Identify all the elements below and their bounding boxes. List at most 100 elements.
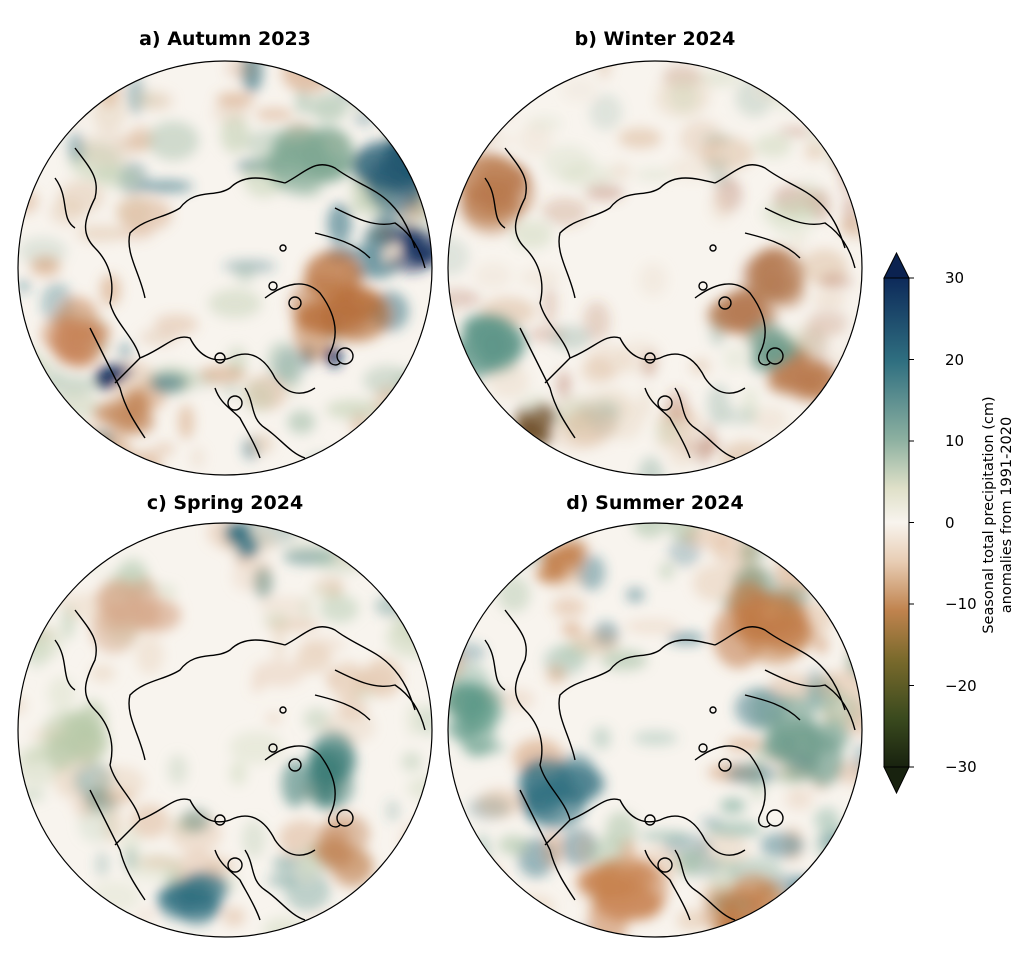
anomaly-patch [448, 118, 479, 152]
coastline [114, 357, 141, 384]
anomaly-patch [709, 168, 729, 185]
anomaly-patch [241, 819, 266, 859]
anomaly-patch [324, 672, 339, 684]
anomaly-patch [479, 107, 512, 120]
anomaly-patch [619, 861, 668, 920]
anomaly-patch [632, 523, 667, 538]
anomaly-patch [94, 370, 111, 385]
coastline [519, 789, 576, 901]
anomaly-patch [634, 168, 674, 181]
anomaly-patch [30, 61, 53, 80]
anomaly-patch [300, 636, 346, 654]
anomaly-patch [477, 789, 522, 818]
coastline [519, 327, 576, 439]
coastline [334, 207, 426, 269]
anomaly-patch [258, 596, 312, 616]
anomaly-patch [577, 833, 593, 865]
coastline [714, 164, 846, 249]
coastline [694, 283, 771, 366]
anomaly-patch [832, 77, 852, 105]
anomaly-patch [118, 342, 133, 360]
anomaly-patch [215, 92, 255, 108]
anomaly-patch [633, 731, 678, 746]
island [214, 814, 226, 826]
anomaly-patch [78, 69, 101, 82]
anomaly-patch [475, 833, 491, 866]
anomaly-patch [767, 916, 791, 937]
anomaly-patch [415, 617, 431, 639]
coastline [264, 745, 341, 828]
anomaly-patch [225, 526, 251, 546]
anomaly-patch [583, 301, 611, 341]
anomaly-patch [72, 916, 94, 937]
anomaly-patch [448, 844, 463, 861]
anomaly-patch [620, 839, 637, 862]
anomaly-patch [153, 442, 176, 456]
island [288, 296, 302, 310]
anomaly-patch [354, 545, 381, 567]
anomaly-patch [448, 427, 458, 441]
anomaly-patch [37, 929, 58, 937]
island [268, 743, 278, 753]
anomaly-patch [735, 77, 774, 117]
anomaly-patch [519, 431, 552, 445]
anomaly-patch [720, 798, 746, 814]
coastline [139, 336, 316, 394]
anomaly-patch [495, 546, 548, 565]
anomaly-patch [401, 751, 422, 772]
anomaly-patch [551, 596, 586, 618]
anomaly-patch [448, 715, 482, 741]
anomaly-patch [85, 553, 99, 572]
anomaly-patch [848, 612, 862, 640]
anomaly-patch [768, 82, 806, 112]
anomaly-patch [600, 649, 648, 671]
anomaly-patch [57, 918, 90, 937]
anomaly-patch [659, 562, 674, 580]
anomaly-patch [18, 789, 46, 801]
anomaly-patch [455, 558, 471, 570]
anomaly-patch [742, 523, 758, 543]
anomaly-patch [127, 126, 155, 152]
anomaly-patch [707, 854, 738, 895]
coastline [694, 745, 771, 828]
anomaly-patch [561, 623, 582, 636]
coastline [544, 357, 571, 384]
anomaly-patch [609, 162, 632, 181]
coastline [569, 798, 746, 856]
anomaly-patch [70, 424, 103, 445]
anomaly-patch [756, 80, 801, 98]
coastline [744, 232, 801, 259]
map-winter [447, 60, 863, 476]
anomaly-patch [825, 133, 852, 168]
island [718, 296, 732, 310]
anomaly-patch [353, 110, 376, 126]
anomaly-patch [77, 523, 123, 539]
anomaly-patch [511, 220, 553, 249]
anomaly-patch [669, 80, 698, 113]
anomaly-patch [559, 523, 584, 538]
anomaly-patch [135, 635, 164, 675]
coastline [128, 177, 286, 299]
anomaly-patch [130, 804, 170, 839]
anomaly-patch [452, 861, 502, 902]
anomaly-patch [18, 523, 45, 542]
anomaly-patch [139, 328, 179, 346]
coastline [644, 849, 691, 921]
colorbar-label-line1: Seasonal total precipitation (cm) [981, 396, 997, 634]
coastline [244, 849, 306, 921]
island [268, 281, 278, 291]
coastline [569, 336, 746, 394]
anomaly-patch [124, 453, 140, 464]
anomaly-patch [18, 423, 54, 466]
anomaly-patch [451, 114, 494, 146]
anomaly-patch [448, 903, 468, 917]
anomaly-patch [304, 251, 362, 301]
anomaly-patch [448, 551, 472, 590]
island [288, 758, 302, 772]
anomaly-patch [138, 180, 194, 193]
anomaly-patch [95, 850, 109, 878]
anomaly-patch [700, 423, 716, 456]
map-summer [447, 522, 863, 938]
coastline [89, 327, 146, 439]
anomaly-patch [785, 787, 814, 811]
